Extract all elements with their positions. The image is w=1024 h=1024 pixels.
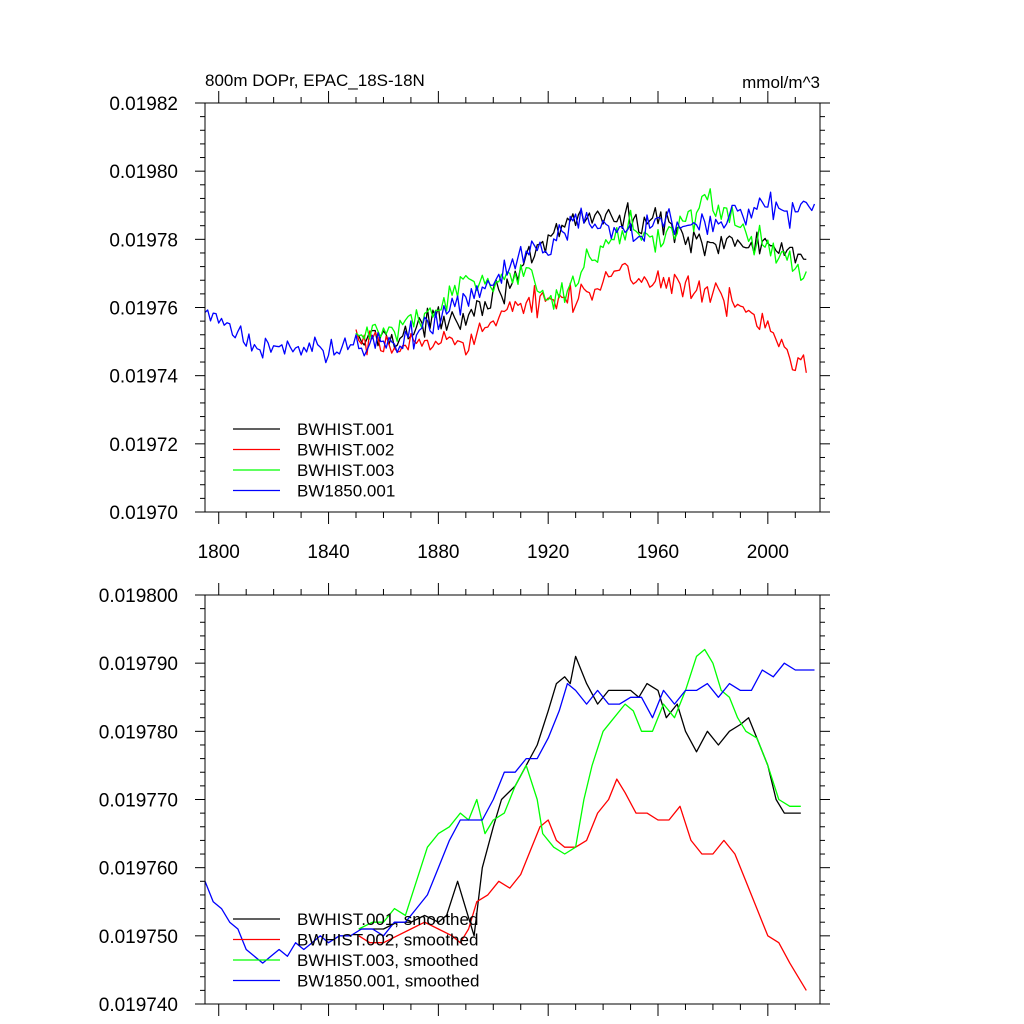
top-legend-label-0: BWHIST.001 [297, 420, 394, 439]
top-y-tick-label: 0.01978 [109, 230, 178, 251]
top-series-line-0 [355, 202, 807, 348]
top-panel: 800m DOPr, EPAC_18S-18N mmol/m^3 0.01970… [109, 71, 830, 563]
bottom-y-tick-label: 0.019760 [99, 859, 178, 880]
bottom-series-line-2 [358, 648, 801, 930]
top-legend-label-1: BWHIST.002 [297, 441, 394, 460]
bottom-series-line-3 [204, 662, 815, 964]
top-series-line-3 [204, 191, 816, 364]
top-series-line-1 [355, 262, 807, 373]
bottom-y-tick-label: 0.019750 [99, 927, 178, 948]
top-x-tick-label: 1960 [637, 542, 679, 563]
bottom-legend-label-1: BWHIST.002, smoothed [297, 931, 478, 950]
bottom-plot-frame [204, 594, 821, 1005]
bottom-y-tick-label: 0.019780 [99, 722, 178, 743]
top-axis-ticks: 0.01970 0.01972 0.01974 0.01976 0.01978 0.019… [109, 91, 830, 563]
top-series-group [204, 188, 816, 373]
top-series-line-2 [355, 188, 807, 342]
bottom-series-line-1 [358, 778, 807, 991]
top-x-tick-label: 2000 [747, 542, 789, 563]
bottom-y-tick-label: 0.019770 [99, 791, 178, 812]
bottom-y-tick-label: 0.019800 [99, 586, 178, 607]
bottom-panel: 0.019740 0.019750 0.019760 0.019770 0.019780… [99, 583, 830, 1016]
top-x-tick-label: 1880 [417, 542, 459, 563]
top-y-tick-label: 0.01980 [109, 162, 178, 183]
top-y-tick-label: 0.01974 [109, 367, 178, 388]
bottom-series-group [204, 648, 815, 991]
bottom-series-line-0 [358, 655, 801, 937]
top-y-tick-label: 0.01976 [109, 299, 178, 320]
top-plot-frame [204, 102, 821, 513]
top-x-tick-label: 1800 [198, 542, 240, 563]
top-y-tick-label: 0.01982 [109, 94, 178, 115]
bottom-legend-label-2: BWHIST.003, smoothed [297, 951, 478, 970]
top-chart-units: mmol/m^3 [742, 73, 820, 92]
top-y-tick-label: 0.01970 [109, 503, 178, 524]
bottom-y-tick-label: 0.019790 [99, 654, 178, 675]
top-x-tick-label: 1920 [527, 542, 569, 563]
top-x-tick-label: 1840 [307, 542, 349, 563]
bottom-legend: BWHIST.001, smoothed BWHIST.002, smoothed… [233, 910, 479, 991]
bottom-legend-label-0: BWHIST.001, smoothed [297, 910, 478, 929]
bottom-legend-label-3: BW1850.001, smoothed [297, 972, 479, 991]
bottom-axis-ticks: 0.019740 0.019750 0.019760 0.019770 0.019780… [99, 583, 830, 1016]
top-legend-label-3: BW1850.001 [297, 482, 395, 501]
top-chart-title: 800m DOPr, EPAC_18S-18N [205, 71, 425, 90]
top-legend-label-2: BWHIST.003 [297, 461, 394, 480]
top-y-tick-label: 0.01972 [109, 435, 178, 456]
bottom-y-tick-label: 0.019740 [99, 995, 178, 1016]
